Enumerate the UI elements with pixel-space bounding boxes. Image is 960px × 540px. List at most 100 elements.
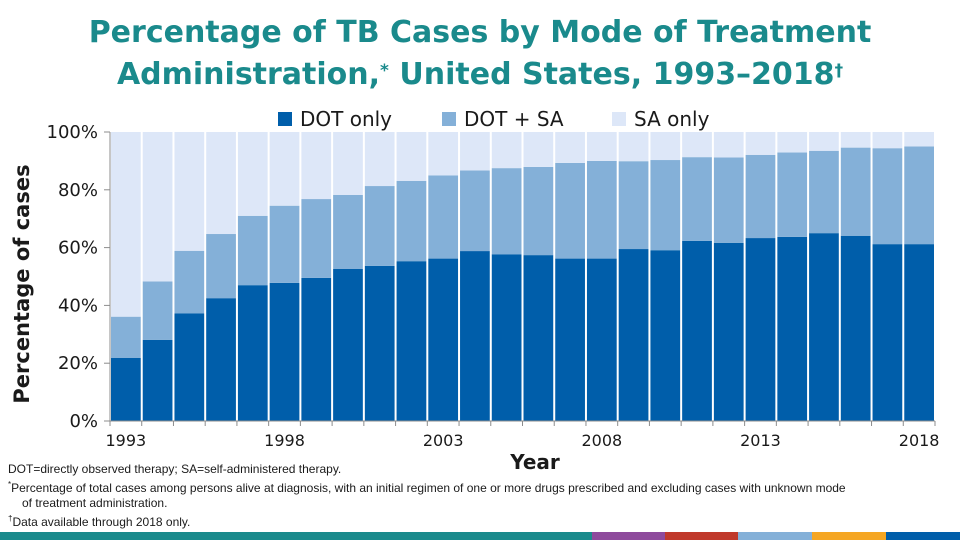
bar-sa-only-2012	[713, 132, 744, 158]
y-tick-label-0: 0%	[69, 411, 98, 432]
bar-dot-sa-2001	[364, 186, 395, 266]
bar-sa-only-2007	[555, 132, 585, 163]
bar-dot-only-2014	[777, 236, 808, 421]
bar-dot-sa-2002	[396, 180, 427, 262]
footnote-dagger-text: Data available through 2018 only.	[12, 515, 191, 529]
bar-sa-only-1997	[237, 132, 268, 216]
title-dagger: †	[834, 61, 844, 81]
bar-dot-only-1996	[206, 298, 236, 421]
title-line-2-main: Administration,	[116, 57, 381, 92]
bar-sa-only-2010	[650, 132, 681, 161]
bar-dot-sa-2011	[682, 157, 712, 241]
bar-dot-only-2000	[333, 268, 363, 421]
bar-dot-sa-2004	[460, 170, 490, 252]
footnote-asterisk-continued: of treatment administration.	[22, 496, 168, 510]
chart-title: Percentage of TB Cases by Mode of Treatm…	[0, 12, 960, 96]
bar-dot-only-2008	[586, 258, 617, 421]
title-line-2-rest: United States, 1993–2018	[388, 57, 835, 92]
bar-sa-only-2014	[777, 132, 808, 153]
bar-dot-only-1995	[174, 313, 205, 421]
bar-dot-only-2003	[428, 258, 459, 421]
bar-dot-sa-2013	[745, 154, 776, 239]
footer-color-segment	[738, 532, 812, 540]
chart-legend: DOT only DOT + SA SA only	[0, 107, 960, 131]
x-axis-label: Year	[510, 450, 560, 474]
bar-dot-only-2007	[555, 258, 585, 421]
footnote-dagger: †Data available through 2018 only.	[8, 511, 958, 530]
footnotes: DOT=directly observed therapy; SA=self-a…	[8, 462, 958, 530]
bar-dot-only-2002	[396, 261, 427, 421]
bar-dot-sa-1996	[206, 234, 236, 299]
bar-dot-sa-2003	[428, 175, 459, 259]
bar-sa-only-2002	[396, 132, 427, 181]
bar-dot-only-2009	[618, 249, 649, 421]
bar-sa-only-2015	[809, 132, 839, 151]
bar-sa-only-2004	[460, 132, 490, 171]
bar-sa-only-2017	[872, 132, 903, 149]
bar-dot-only-2005	[491, 254, 522, 421]
legend-label-dot-sa: DOT + SA	[464, 107, 564, 131]
bar-dot-only-2006	[523, 255, 554, 421]
bar-dot-sa-2000	[333, 195, 363, 269]
title-asterisk: *	[380, 61, 389, 81]
bar-dot-sa-2008	[586, 160, 617, 259]
bar-dot-sa-2007	[555, 162, 585, 259]
bar-sa-only-1996	[206, 132, 236, 235]
bar-sa-only-1993	[111, 132, 141, 317]
bar-dot-only-2001	[364, 265, 395, 421]
bar-sa-only-2006	[523, 132, 554, 167]
bar-dot-sa-2015	[809, 150, 839, 234]
bar-dot-sa-1994	[142, 281, 173, 340]
title-line-1: Percentage of TB Cases by Mode of Treatm…	[88, 15, 872, 50]
bar-sa-only-1999	[301, 132, 332, 200]
bar-dot-sa-1998	[269, 205, 300, 283]
bar-dot-only-1998	[269, 282, 300, 421]
bar-dot-sa-1995	[174, 250, 205, 314]
bar-sa-only-1998	[269, 132, 300, 206]
bar-sa-only-2009	[618, 132, 649, 162]
footnote-abbreviations: DOT=directly observed therapy; SA=self-a…	[8, 462, 342, 476]
y-tick-label-40: 40%	[58, 295, 98, 316]
bar-sa-only-2001	[364, 132, 395, 187]
y-tick-label-20: 20%	[58, 353, 98, 374]
y-tick-label-80: 80%	[58, 180, 98, 201]
bar-dot-sa-2014	[777, 152, 808, 237]
footnote-asterisk-text: Percentage of total cases among persons …	[11, 481, 846, 495]
bar-dot-sa-2016	[840, 147, 871, 236]
legend-label-dot-only: DOT only	[300, 107, 393, 131]
footer-color-bar	[0, 532, 960, 540]
footer-color-segment	[592, 532, 665, 540]
bar-sa-only-2008	[586, 132, 617, 161]
bar-dot-only-2012	[713, 242, 744, 421]
y-tick-label-60: 60%	[58, 238, 98, 259]
bar-dot-sa-2018	[904, 146, 934, 245]
bar-dot-sa-1993	[111, 316, 141, 358]
legend-item-dot-only: DOT only	[278, 107, 392, 131]
footer-color-segment	[812, 532, 886, 540]
bar-dot-only-1993	[111, 357, 141, 421]
footnote-asterisk-mark: *	[8, 480, 12, 489]
x-tick-label-2018: 2018	[899, 431, 940, 450]
y-axis-label: Percentage of cases	[10, 164, 34, 404]
bar-dot-only-2015	[809, 233, 839, 421]
legend-label-sa-only: SA only	[634, 107, 710, 131]
bar-dot-only-2016	[840, 235, 871, 421]
bar-dot-only-2013	[745, 238, 776, 421]
bar-dot-sa-2009	[618, 161, 649, 250]
bar-dot-sa-1999	[301, 199, 332, 278]
bar-sa-only-1994	[142, 132, 173, 282]
footnote-dagger-mark: †	[8, 514, 13, 523]
bar-dot-sa-2010	[650, 160, 681, 251]
footer-color-segment	[886, 532, 960, 540]
bar-dot-sa-2017	[872, 148, 903, 245]
footnote-asterisk: *Percentage of total cases among persons…	[8, 477, 958, 496]
bar-dot-only-2011	[682, 240, 712, 421]
bar-dot-sa-2006	[523, 166, 554, 256]
y-tick-label-100: 100%	[47, 122, 98, 143]
bar-dot-only-2017	[872, 244, 903, 421]
x-tick-label-2008: 2008	[581, 431, 622, 450]
legend-item-dot-sa: DOT + SA	[442, 107, 564, 131]
legend-swatch-dot-only	[278, 112, 292, 126]
bar-sa-only-2005	[491, 132, 522, 169]
legend-swatch-sa-only	[612, 112, 626, 126]
